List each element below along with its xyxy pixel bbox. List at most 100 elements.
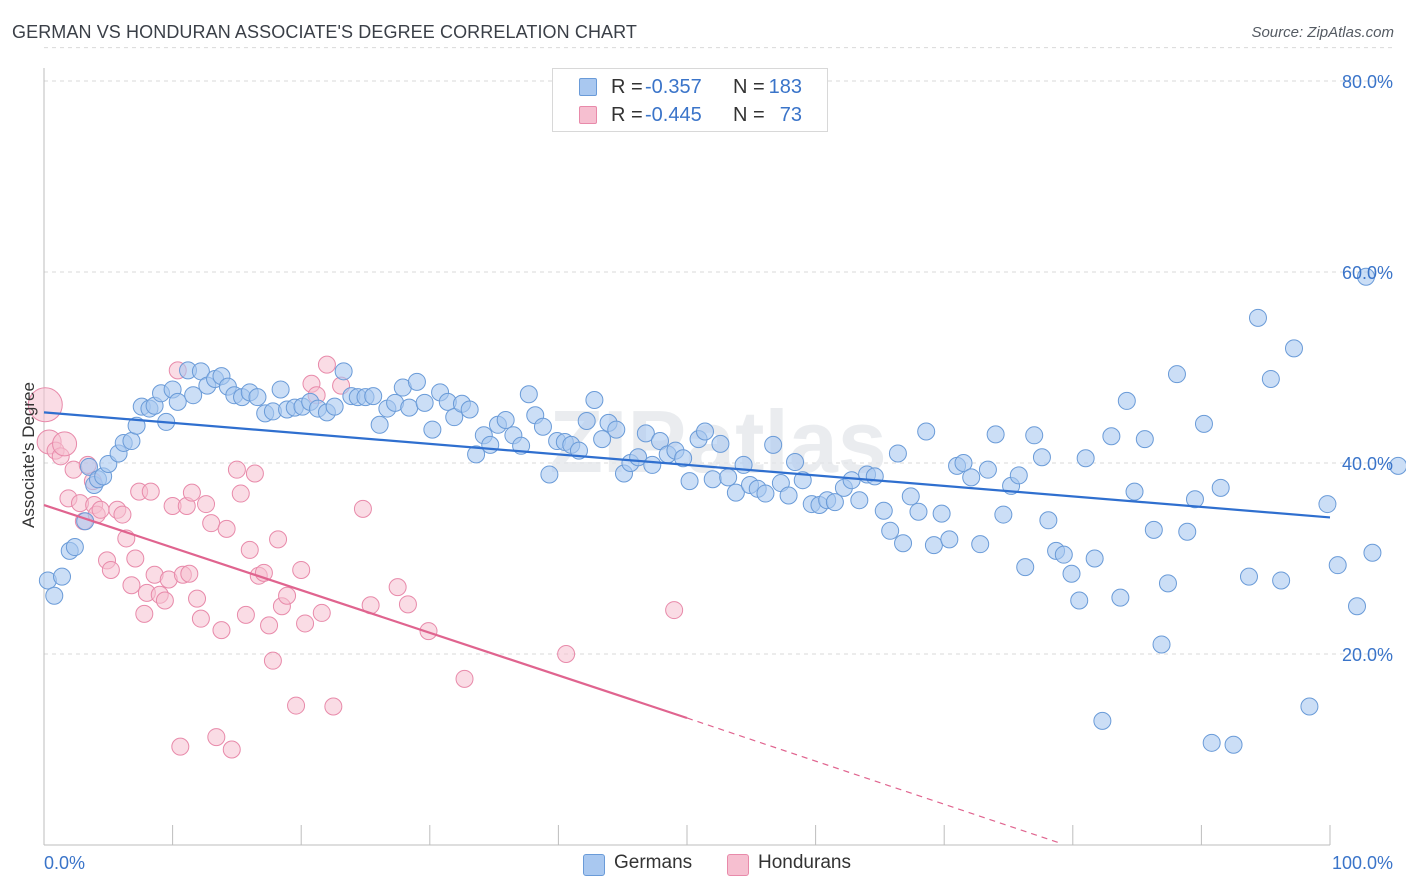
honduran-swatch xyxy=(579,106,597,124)
r-label: R = xyxy=(611,76,643,98)
german-point xyxy=(1016,558,1035,577)
german-point xyxy=(400,398,419,417)
german-point xyxy=(865,467,884,486)
german-point xyxy=(986,425,1005,444)
german-point xyxy=(1167,365,1186,384)
trend-lines xyxy=(43,411,1331,844)
german-point xyxy=(1102,427,1121,446)
axes xyxy=(43,68,1331,846)
german-point xyxy=(370,415,389,434)
german-point xyxy=(248,388,267,407)
german-point xyxy=(1032,448,1051,467)
honduran-point xyxy=(217,519,236,538)
honduran-point xyxy=(202,514,221,533)
german-point xyxy=(45,586,64,605)
honduran-point xyxy=(188,589,207,608)
german-point xyxy=(1039,511,1058,530)
german-point xyxy=(994,505,1013,524)
german-point xyxy=(467,445,486,464)
honduran-point xyxy=(101,560,120,579)
legend-label-hondurans: Hondurans xyxy=(758,852,851,873)
honduran-point xyxy=(269,530,288,549)
german-point xyxy=(1085,549,1104,568)
honduran-point xyxy=(557,645,576,663)
german-point xyxy=(423,420,442,439)
german-point xyxy=(1211,478,1230,497)
german-point xyxy=(954,454,973,472)
honduran-trend-extension xyxy=(686,717,1061,844)
german-point xyxy=(577,411,596,430)
y-axis-label: Associate's Degree xyxy=(19,382,38,528)
honduran-point xyxy=(455,669,474,688)
honduran-point xyxy=(296,614,315,633)
honduran-point xyxy=(180,564,199,583)
honduran-point xyxy=(278,586,297,605)
german-point xyxy=(1248,308,1267,327)
german-swatch xyxy=(579,78,597,96)
german-point xyxy=(325,397,344,416)
german-point xyxy=(680,472,699,491)
honduran-point xyxy=(171,737,190,756)
german-point xyxy=(917,422,936,441)
y-tick-label: 60.0% xyxy=(1342,263,1393,283)
german-point xyxy=(1117,391,1136,410)
honduran-swatch xyxy=(727,854,749,876)
honduran-trend-line xyxy=(43,503,688,720)
german-point xyxy=(909,502,928,521)
german-point xyxy=(756,484,775,503)
german-points xyxy=(38,267,1406,754)
german-point xyxy=(1357,267,1376,286)
german-point xyxy=(519,385,538,404)
x-tick-label: 0.0% xyxy=(44,853,85,873)
legend-label-germans: Germans xyxy=(614,852,693,873)
honduran-point xyxy=(287,696,306,715)
y-tick-label: 20.0% xyxy=(1342,645,1393,665)
german-point xyxy=(1025,426,1044,445)
german-point xyxy=(924,536,943,555)
honduran-point xyxy=(52,431,78,457)
german-point xyxy=(1178,522,1197,541)
german-point xyxy=(779,486,798,505)
german-point xyxy=(122,432,141,451)
german-point xyxy=(1144,520,1163,539)
german-point xyxy=(696,422,715,441)
honduran-point xyxy=(398,595,417,614)
german-point xyxy=(415,393,434,412)
german-swatch xyxy=(583,854,605,876)
german-point xyxy=(533,417,552,436)
honduran-point xyxy=(245,464,264,483)
german-point xyxy=(540,465,559,484)
german-point xyxy=(1185,490,1204,509)
german-point xyxy=(888,444,907,463)
honduran-point xyxy=(419,622,438,641)
grid-lines xyxy=(44,47,1394,655)
honduran-point xyxy=(182,483,201,502)
german-point xyxy=(636,424,655,443)
german-point xyxy=(1070,591,1089,610)
honduran-point xyxy=(312,603,331,622)
german-point xyxy=(334,362,353,381)
honduran-point xyxy=(191,609,210,628)
honduran-point xyxy=(240,540,259,559)
german-point xyxy=(271,380,290,399)
honduran-point xyxy=(317,355,336,374)
honduran-point xyxy=(227,460,246,479)
german-point xyxy=(496,411,515,430)
german-point xyxy=(650,432,669,451)
n-label: N = xyxy=(733,76,765,98)
honduran-point xyxy=(665,601,684,620)
german-point xyxy=(593,430,612,449)
tick-labels: 20.0% 40.0% 60.0% 80.0% 0.0% 100.0% xyxy=(44,72,1393,873)
german-point xyxy=(719,468,738,487)
german-point xyxy=(1135,430,1154,449)
n-value: 183 xyxy=(768,76,802,98)
honduran-point xyxy=(260,616,279,635)
german-point xyxy=(1158,574,1177,593)
german-point xyxy=(127,416,146,435)
y-tick-label: 80.0% xyxy=(1342,72,1393,92)
german-point xyxy=(793,471,812,490)
honduran-point xyxy=(263,651,282,670)
honduran-point xyxy=(113,505,132,524)
german-point xyxy=(607,420,626,439)
